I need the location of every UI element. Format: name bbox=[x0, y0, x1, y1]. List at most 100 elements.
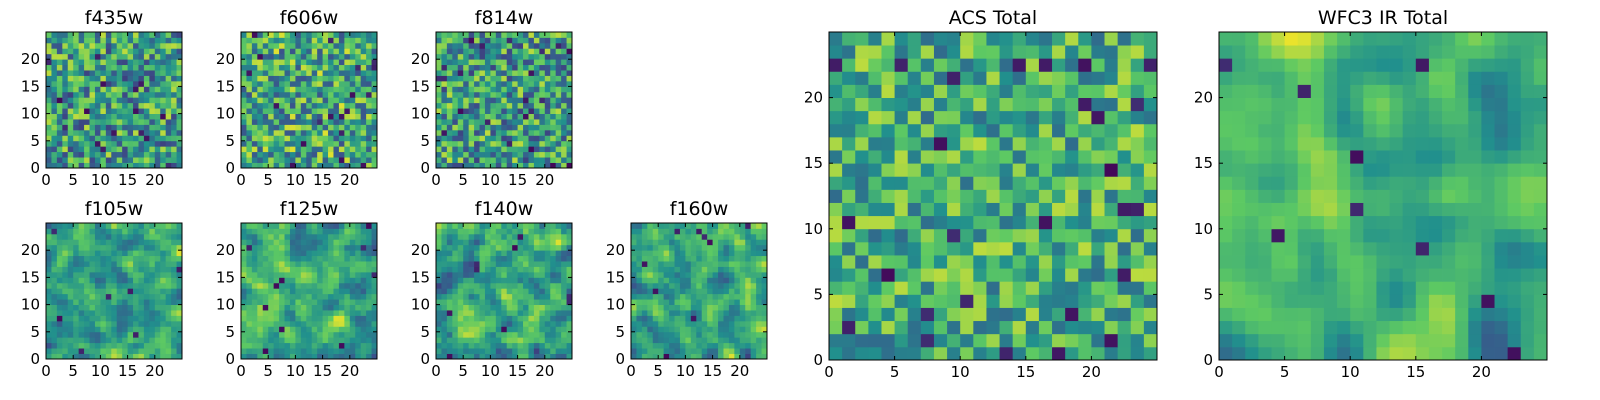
heatmap-cell bbox=[251, 228, 258, 235]
heatmap-cell bbox=[73, 157, 80, 163]
heatmap-cell bbox=[311, 277, 318, 284]
heatmap-cell bbox=[855, 320, 869, 335]
heatmap-cell bbox=[322, 75, 329, 82]
heatmap-cell bbox=[94, 337, 101, 344]
heatmap-cell bbox=[127, 223, 134, 229]
heatmap-cell bbox=[246, 42, 253, 49]
heatmap-cell bbox=[539, 97, 546, 104]
heatmap-cell bbox=[344, 124, 351, 131]
heatmap-cell bbox=[728, 342, 735, 349]
heatmap-cell bbox=[690, 342, 697, 349]
heatmap-cell bbox=[284, 250, 291, 257]
heatmap-cell bbox=[490, 271, 497, 278]
heatmap-cell bbox=[143, 348, 150, 354]
heatmap-cell bbox=[452, 223, 459, 229]
heatmap-cell bbox=[1012, 189, 1027, 203]
heatmap-cell bbox=[328, 326, 334, 333]
heatmap-cell bbox=[528, 326, 535, 333]
heatmap-cell bbox=[56, 119, 63, 125]
heatmap-cell bbox=[122, 102, 128, 109]
heatmap-cell bbox=[143, 64, 150, 71]
heatmap-cell bbox=[89, 146, 96, 153]
heatmap-cell bbox=[566, 48, 573, 55]
heatmap-cell bbox=[273, 140, 280, 147]
heatmap-cell bbox=[268, 91, 275, 98]
heatmap-cell bbox=[333, 282, 340, 289]
heatmap-cell bbox=[566, 315, 573, 322]
heatmap-cell bbox=[663, 320, 670, 327]
heatmap-cell bbox=[289, 162, 296, 169]
heatmap-cell bbox=[317, 331, 323, 338]
heatmap-cell bbox=[631, 228, 637, 235]
heatmap-cell bbox=[517, 37, 524, 44]
heatmap-cell bbox=[539, 320, 546, 327]
heatmap-cell bbox=[523, 299, 529, 305]
heatmap-cell bbox=[452, 266, 459, 273]
heatmap-cell bbox=[62, 124, 69, 131]
heatmap-cell bbox=[355, 348, 362, 354]
heatmap-cell bbox=[1038, 333, 1053, 348]
heatmap-cell bbox=[349, 146, 356, 153]
heatmap-cell bbox=[100, 86, 107, 93]
heatmap-cell bbox=[333, 337, 340, 344]
heatmap-cell bbox=[262, 140, 269, 147]
heatmap-cell bbox=[143, 119, 150, 125]
heatmap-cell bbox=[366, 337, 372, 344]
heatmap-cell bbox=[311, 223, 318, 229]
heatmap-cell bbox=[506, 140, 513, 147]
heatmap-cell bbox=[360, 42, 367, 49]
heatmap-cell bbox=[105, 239, 112, 246]
heatmap-cell bbox=[284, 75, 291, 82]
heatmap-cell bbox=[116, 102, 123, 109]
heatmap-cell bbox=[501, 266, 508, 273]
heatmap-cell bbox=[322, 310, 329, 316]
heatmap-cell bbox=[528, 124, 535, 131]
heatmap-cell bbox=[960, 228, 974, 243]
heatmap-cell bbox=[349, 135, 356, 142]
heatmap-cell bbox=[544, 97, 551, 104]
heatmap-cell bbox=[143, 135, 150, 142]
heatmap-cell bbox=[523, 135, 529, 142]
heatmap-cell bbox=[165, 342, 172, 349]
heatmap-cell bbox=[300, 304, 307, 311]
heatmap-cell bbox=[555, 75, 562, 82]
heatmap-cell bbox=[1078, 255, 1092, 269]
heatmap-cell bbox=[539, 331, 546, 338]
heatmap-cell bbox=[273, 162, 280, 169]
heatmap-cell bbox=[46, 48, 52, 55]
heatmap-cell bbox=[268, 261, 275, 267]
heatmap-cell bbox=[273, 293, 280, 300]
heatmap-cell bbox=[333, 353, 340, 360]
heatmap-cell bbox=[73, 108, 80, 114]
heatmap-cell bbox=[165, 91, 172, 98]
heatmap-cell bbox=[311, 228, 318, 235]
heatmap-cell bbox=[1091, 320, 1105, 335]
heatmap-cell bbox=[317, 348, 323, 354]
heatmap-cell bbox=[490, 233, 497, 240]
heatmap-cell bbox=[306, 53, 313, 60]
heatmap-cell bbox=[111, 37, 118, 44]
heatmap-cell bbox=[241, 157, 247, 163]
heatmap-cell bbox=[111, 157, 118, 163]
heatmap-cell bbox=[517, 288, 524, 295]
heatmap-cell bbox=[78, 140, 85, 147]
heatmap-cell bbox=[122, 348, 128, 354]
heatmap-cell bbox=[355, 233, 362, 240]
heatmap-cell bbox=[176, 342, 183, 349]
heatmap-cell bbox=[712, 266, 719, 273]
heatmap-cell bbox=[712, 223, 719, 229]
heatmap-cell bbox=[349, 228, 356, 235]
heatmap-cell bbox=[100, 42, 107, 49]
heatmap-cell bbox=[116, 353, 123, 360]
heatmap-cell bbox=[550, 304, 557, 311]
heatmap-cell bbox=[138, 48, 145, 55]
heatmap-cell bbox=[251, 97, 258, 104]
heatmap-cell bbox=[544, 37, 551, 44]
heatmap-cell bbox=[512, 124, 518, 131]
heatmap-cell bbox=[300, 64, 307, 71]
heatmap-cell bbox=[46, 277, 52, 284]
heatmap-cell bbox=[133, 277, 139, 284]
heatmap-cell bbox=[484, 233, 491, 240]
heatmap-cell bbox=[544, 70, 551, 76]
heatmap-cell bbox=[171, 277, 177, 284]
